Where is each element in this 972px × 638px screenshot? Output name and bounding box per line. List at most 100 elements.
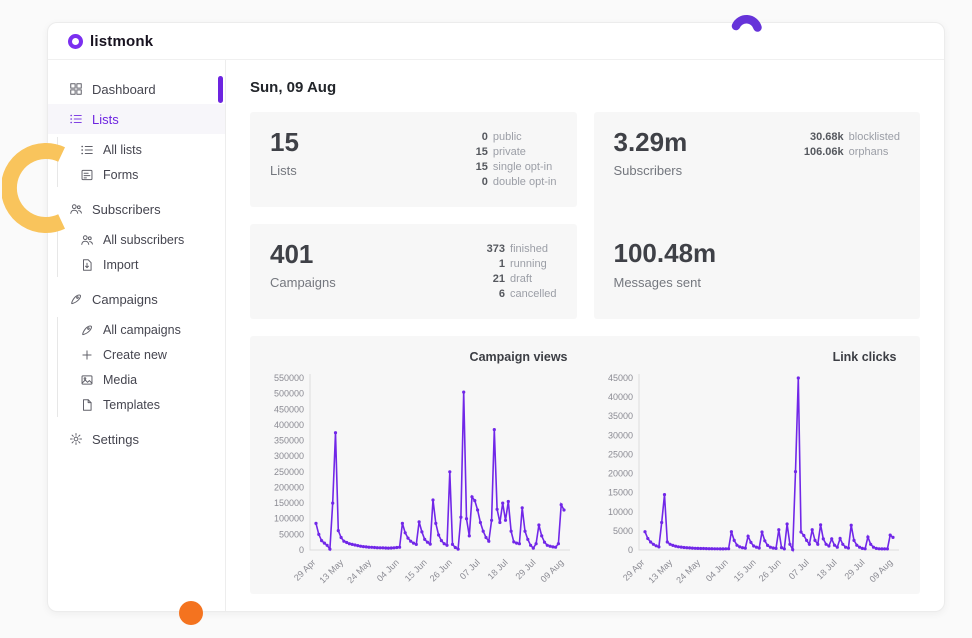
svg-text:300000: 300000 <box>273 451 303 461</box>
svg-text:20000: 20000 <box>607 469 632 479</box>
sidebar-item-label: Templates <box>103 397 160 412</box>
sidebar-item-all-lists[interactable]: All lists <box>58 137 225 162</box>
sidebar-item-dashboard[interactable]: Dashboard <box>48 74 225 104</box>
sidebar-item-create-new[interactable]: Create new <box>58 342 225 367</box>
lists-label: Lists <box>270 163 297 179</box>
campaigns-count: 401 <box>270 239 314 269</box>
subscribers-count: 3.29m <box>613 127 688 157</box>
campaigns-label: Campaigns <box>270 275 336 291</box>
svg-text:24 May: 24 May <box>345 557 373 585</box>
sidebar-item-label: Create new <box>103 347 167 362</box>
import-file-icon <box>80 258 94 272</box>
svg-text:29 Apr: 29 Apr <box>620 557 645 582</box>
svg-text:18 Jul: 18 Jul <box>814 557 838 581</box>
sidebar-item-subscribers[interactable]: Subscribers <box>48 194 225 224</box>
breakdown-num: 15 <box>475 146 488 158</box>
campaigns-rocket-icon <box>69 292 83 306</box>
link-clicks-line-chart: 0 5000 10000 15000 20000 25000 30000 35000 40000… <box>607 373 899 585</box>
lists-submenu: All lists Forms <box>57 137 225 187</box>
breakdown-num: 6 <box>498 288 506 300</box>
svg-text:0: 0 <box>298 545 303 555</box>
campaigns-stat-card: 401 Campaigns 373 finished 1 running 21 dra… <box>250 224 577 319</box>
messages-sent-count: 100.48m <box>613 238 717 269</box>
sidebar-item-templates[interactable]: Templates <box>58 392 225 417</box>
sidebar-item-all-campaigns[interactable]: All campaigns <box>58 317 225 342</box>
sidebar-item-campaigns[interactable]: Campaigns <box>48 284 225 314</box>
svg-text:09 Aug: 09 Aug <box>867 557 894 584</box>
dashboard-content: Sun, 09 Aug 15 Lists 0 public 15 private 1… <box>226 60 944 611</box>
charts-card: Campaign views 0 50000 100000 150000 200000 2… <box>250 336 920 594</box>
campaign-views-line-chart: 0 50000 100000 150000 200000 250000 300000 3500… <box>273 373 570 585</box>
logo-ring-icon <box>68 33 83 49</box>
svg-text:07 Jul: 07 Jul <box>457 557 481 581</box>
campaign-views-chart: Campaign views 0 50000 100000 150000 200000 2… <box>256 350 585 592</box>
plus-icon <box>80 348 94 362</box>
svg-text:50000: 50000 <box>278 529 303 539</box>
breakdown-num: 30.68k <box>809 131 844 143</box>
breakdown-num: 1 <box>498 258 506 270</box>
campaigns-submenu: All campaigns Create new Media <box>57 317 225 417</box>
breakdown-label: cancelled <box>510 288 557 300</box>
svg-text:18 Jul: 18 Jul <box>485 557 509 581</box>
chart-title: Link clicks <box>832 350 897 364</box>
svg-text:29 Jul: 29 Jul <box>513 557 537 581</box>
svg-text:100000: 100000 <box>273 514 303 524</box>
svg-text:550000: 550000 <box>273 373 303 383</box>
sidebar-item-label: Lists <box>92 111 119 127</box>
subscribers-submenu: All subscribers Import <box>57 227 225 277</box>
link-clicks-chart: Link clicks 0 5000 10000 15000 20000 25000 300… <box>585 350 914 592</box>
sidebar: Dashboard Lists All lists <box>48 60 226 611</box>
svg-text:07 Jul: 07 Jul <box>786 557 810 581</box>
breakdown-num: 15 <box>475 161 488 173</box>
breakdown-label: draft <box>510 273 533 285</box>
sidebar-item-settings[interactable]: Settings <box>48 424 225 454</box>
sidebar-item-all-subscribers[interactable]: All subscribers <box>58 227 225 252</box>
svg-text:04 Jun: 04 Jun <box>703 557 729 583</box>
svg-text:200000: 200000 <box>273 482 303 492</box>
svg-text:29 Apr: 29 Apr <box>291 557 316 582</box>
svg-text:26 Jun: 26 Jun <box>427 557 453 583</box>
subscribers-icon <box>69 202 83 216</box>
svg-text:250000: 250000 <box>273 467 303 477</box>
svg-text:09 Aug: 09 Aug <box>538 557 565 584</box>
svg-text:15000: 15000 <box>607 488 632 498</box>
svg-text:350000: 350000 <box>273 436 303 446</box>
svg-text:35000: 35000 <box>607 411 632 421</box>
breakdown-label: finished <box>510 243 548 255</box>
orange-dot-decoration <box>179 601 203 625</box>
sidebar-item-media[interactable]: Media <box>58 367 225 392</box>
svg-text:15 Jun: 15 Jun <box>402 557 428 583</box>
listmonk-logo[interactable]: listmonk <box>68 33 153 50</box>
sidebar-item-label: Import <box>103 257 139 272</box>
sidebar-item-label: All lists <box>103 142 142 157</box>
sidebar-item-label: Forms <box>103 167 139 182</box>
sidebar-scrollbar-thumb[interactable] <box>218 76 223 103</box>
sidebar-item-lists[interactable]: Lists <box>48 104 225 134</box>
sidebar-item-forms[interactable]: Forms <box>58 162 225 187</box>
sidebar-item-import[interactable]: Import <box>58 252 225 277</box>
svg-text:13 May: 13 May <box>317 557 345 585</box>
breakdown-label: running <box>510 258 547 270</box>
breakdown-label: public <box>492 131 522 143</box>
sidebar-item-label: All subscribers <box>103 232 185 247</box>
sidebar-item-label: Campaigns <box>92 291 158 307</box>
svg-text:13 May: 13 May <box>646 557 674 585</box>
all-lists-icon <box>80 143 94 157</box>
breakdown-label: blocklisted <box>848 131 900 143</box>
brand-name: listmonk <box>90 32 154 50</box>
all-campaigns-rocket-icon <box>80 323 94 337</box>
dashboard-icon <box>69 82 83 96</box>
breakdown-label: double opt-in <box>492 176 557 188</box>
svg-text:0: 0 <box>627 545 632 555</box>
svg-text:15 Jun: 15 Jun <box>731 557 757 583</box>
page-title: Sun, 09 Aug <box>250 79 337 96</box>
top-bar: listmonk <box>48 23 944 60</box>
media-image-icon <box>80 373 94 387</box>
svg-text:24 May: 24 May <box>674 557 702 585</box>
lists-stat-card: 15 Lists 0 public 15 private 15 single opt-… <box>250 112 577 207</box>
svg-text:26 Jun: 26 Jun <box>756 557 782 583</box>
settings-gear-icon <box>69 432 83 446</box>
svg-text:45000: 45000 <box>607 373 632 383</box>
sidebar-item-label: Media <box>103 372 138 387</box>
app-window: listmonk Dashboard Lists <box>47 22 945 612</box>
